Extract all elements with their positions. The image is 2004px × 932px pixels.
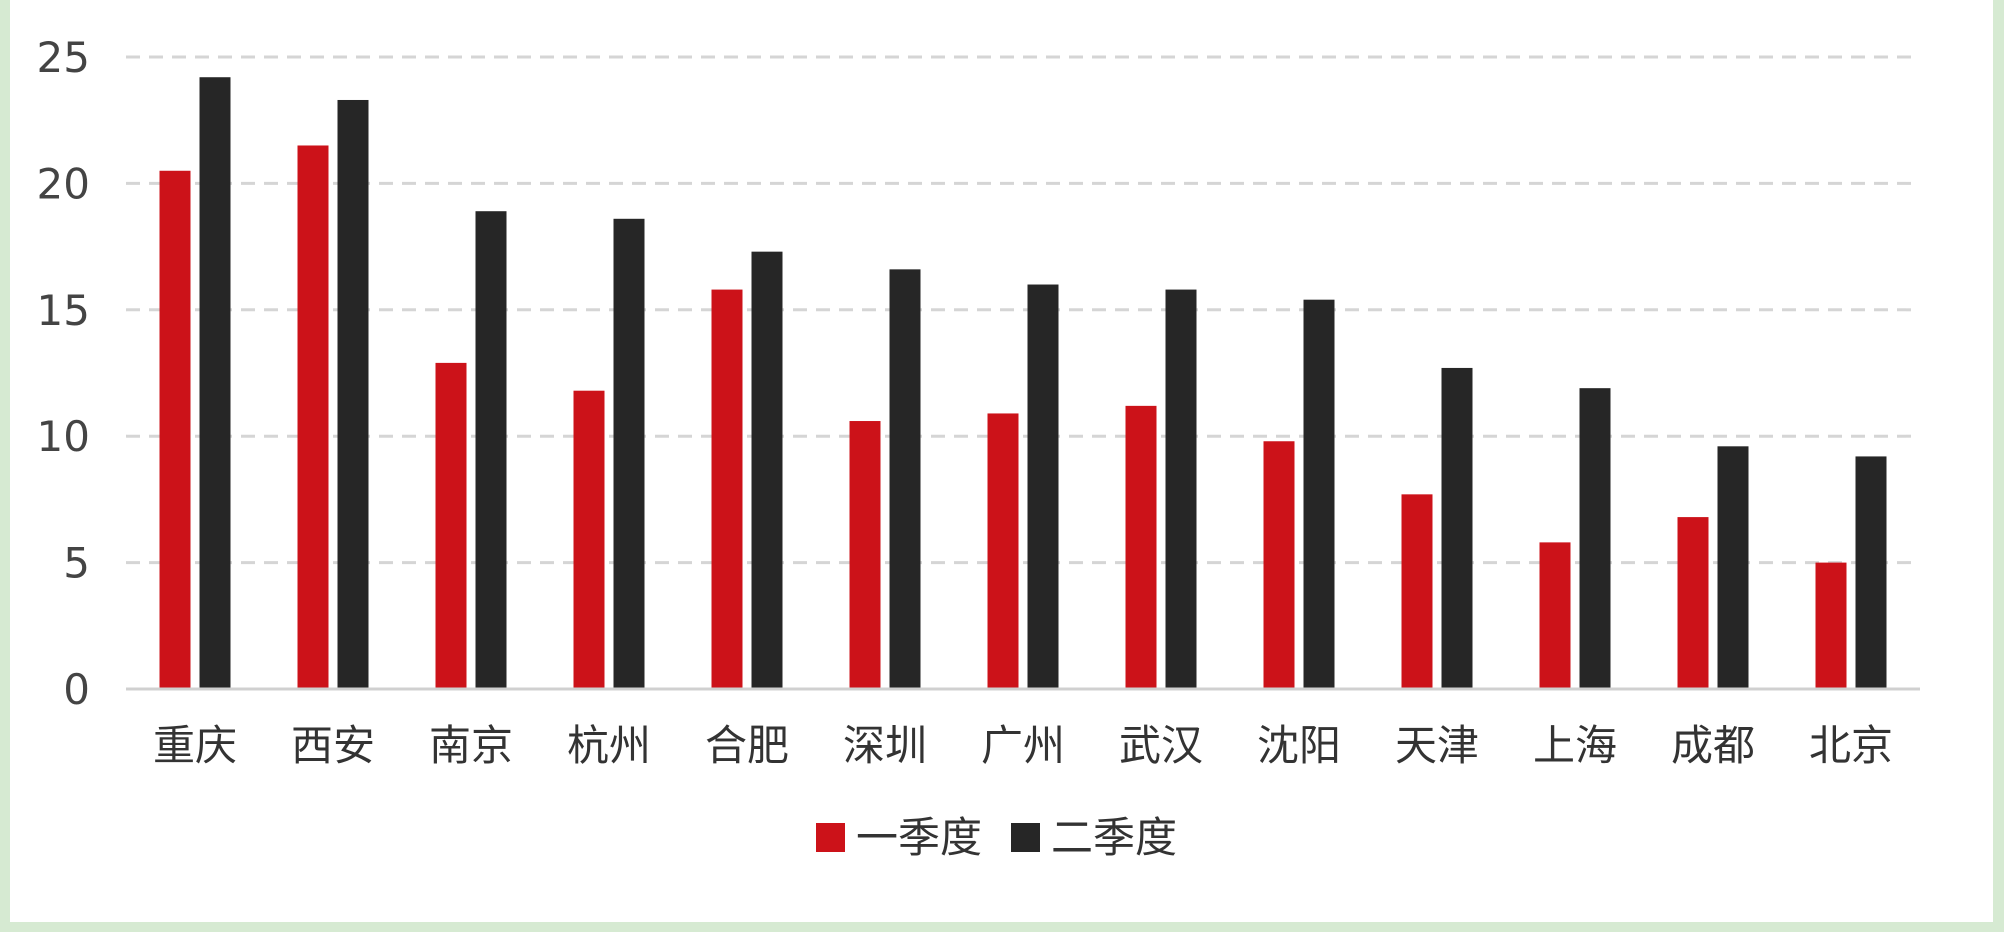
bar-一季度-重庆 <box>159 170 191 689</box>
bar-二季度-天津 <box>1441 367 1473 689</box>
chart-frame: 0 5 10 15 20 25 重庆 西安 南京 杭州 合肥 深圳 广州 武汉 沈阳 天津 上海 成都 北京 一季… <box>10 0 1993 922</box>
bar-一季度-西安 <box>297 145 329 690</box>
x-category-label: 上海 <box>1533 721 1617 770</box>
bar-二季度-深圳 <box>889 269 921 689</box>
x-axis-category-labels: 重庆 西安 南京 杭州 合肥 深圳 广州 武汉 沈阳 天津 上海 成都 北京 <box>153 721 1893 770</box>
bar-一季度-合肥 <box>711 289 743 689</box>
x-category-label: 南京 <box>429 721 513 770</box>
bar-一季度-广州 <box>987 413 1019 689</box>
bar-二季度-广州 <box>1027 284 1059 689</box>
gridlines <box>126 55 1920 565</box>
legend-swatch-2 <box>1011 823 1040 852</box>
bar-一季度-深圳 <box>849 421 881 689</box>
y-tick-label: 10 <box>37 412 90 461</box>
bar-二季度-重庆 <box>199 77 231 689</box>
y-tick-label: 25 <box>37 33 90 82</box>
legend: 一季度 二季度 <box>816 813 1177 862</box>
bar-一季度-武汉 <box>1125 405 1157 689</box>
x-category-label: 沈阳 <box>1257 721 1341 770</box>
bar-二季度-合肥 <box>751 251 783 689</box>
bars <box>159 77 1887 690</box>
bar-一季度-上海 <box>1539 542 1571 689</box>
legend-label-2: 二季度 <box>1051 813 1177 862</box>
x-category-label: 重庆 <box>153 721 237 770</box>
x-category-label: 成都 <box>1671 721 1755 770</box>
bar-二季度-武汉 <box>1165 289 1197 689</box>
bar-二季度-北京 <box>1855 456 1887 689</box>
legend-swatch-1 <box>816 823 845 852</box>
bar-一季度-南京 <box>435 362 467 689</box>
bar-一季度-杭州 <box>573 390 605 689</box>
x-category-label: 武汉 <box>1119 721 1203 770</box>
x-category-label: 北京 <box>1809 721 1893 770</box>
y-axis-tick-labels: 0 5 10 15 20 25 <box>37 33 90 714</box>
x-category-label: 天津 <box>1395 721 1479 770</box>
x-category-label: 广州 <box>981 721 1065 770</box>
bar-二季度-杭州 <box>613 218 645 690</box>
x-category-label: 杭州 <box>567 721 651 770</box>
bar-二季度-沈阳 <box>1303 299 1335 689</box>
bar-一季度-北京 <box>1815 562 1847 689</box>
y-tick-label: 0 <box>63 665 90 714</box>
x-category-label: 深圳 <box>843 721 927 770</box>
y-tick-label: 15 <box>37 286 90 335</box>
bar-二季度-成都 <box>1717 446 1749 689</box>
y-tick-label: 5 <box>63 539 90 588</box>
bar-chart: 0 5 10 15 20 25 重庆 西安 南京 杭州 合肥 深圳 广州 武汉 沈阳 天津 上海 成都 北京 一季… <box>37 33 1920 862</box>
y-tick-label: 20 <box>37 159 90 208</box>
bar-一季度-沈阳 <box>1263 441 1295 689</box>
x-category-label: 合肥 <box>705 721 789 770</box>
legend-label-1: 一季度 <box>856 813 982 862</box>
bar-二季度-西安 <box>337 99 369 689</box>
bar-二季度-上海 <box>1579 388 1611 689</box>
bar-二季度-南京 <box>475 211 507 689</box>
bar-一季度-天津 <box>1401 494 1433 689</box>
bar-一季度-成都 <box>1677 517 1709 689</box>
x-category-label: 西安 <box>291 721 375 770</box>
